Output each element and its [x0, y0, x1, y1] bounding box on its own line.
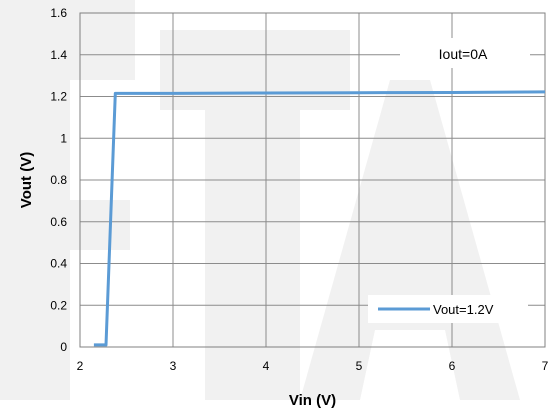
x-tick-label: 4 — [263, 359, 270, 373]
y-tick-label: 0.4 — [50, 257, 67, 271]
legend-entry: Vout=1.2V — [433, 302, 494, 317]
watermark — [0, 0, 520, 400]
y-axis-label: Vout (V) — [18, 152, 35, 208]
y-tick-label: 0.2 — [50, 298, 67, 312]
y-tick-label: 0 — [60, 340, 67, 354]
x-tick-label: 5 — [356, 359, 363, 373]
x-axis-ticks: 2 3 4 5 6 7 — [77, 359, 549, 373]
y-tick-label: 1.2 — [50, 90, 67, 104]
y-tick-label: 1.4 — [50, 48, 67, 62]
x-tick-label: 6 — [449, 359, 456, 373]
plot-area — [79, 12, 546, 348]
annotation-text: Iout=0A — [439, 46, 488, 62]
x-axis-label: Vin (V) — [289, 392, 336, 409]
legend: Vout=1.2V — [368, 295, 528, 323]
y-axis-ticks: 0 0.2 0.4 0.6 0.8 1 1.2 1.4 1.6 — [50, 6, 67, 354]
series-line — [93, 90, 546, 347]
x-tick-label: 3 — [170, 359, 177, 373]
y-tick-label: 0.6 — [50, 215, 67, 229]
x-tick-label: 7 — [542, 359, 549, 373]
y-tick-label: 0.8 — [50, 173, 67, 187]
x-tick-label: 2 — [77, 359, 84, 373]
y-tick-label: 1.6 — [50, 6, 67, 20]
y-tick-label: 1 — [60, 131, 67, 145]
series-layer — [93, 90, 546, 347]
annotation-box: Iout=0A — [400, 38, 530, 68]
